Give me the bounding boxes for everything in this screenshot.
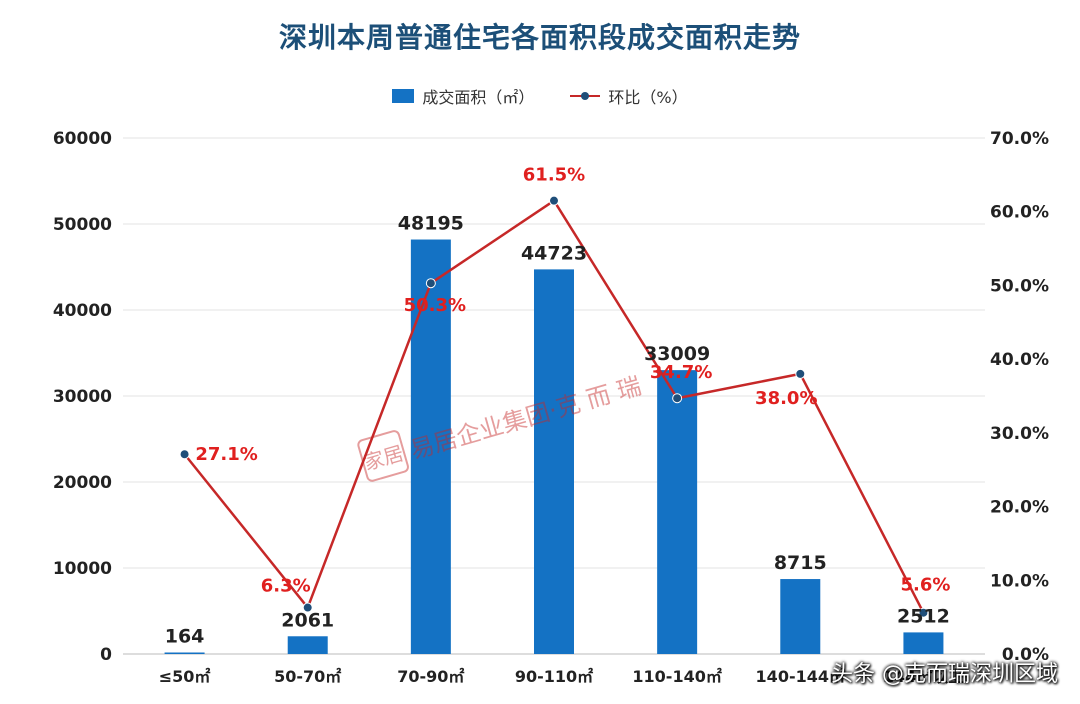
right-tick-label: 30.0% [990, 424, 1049, 444]
left-tick-label: 60000 [53, 129, 112, 149]
category-label: ≤50㎡ [159, 667, 211, 686]
data-labels: 164 2061 48195 44723 33009 8715 2512 27.1% 6.3% 5… [165, 165, 951, 648]
bar-value-label: 2061 [281, 609, 334, 631]
left-tick-label: 0 [100, 645, 112, 665]
left-tick-label: 50000 [53, 215, 112, 235]
chart-title: 深圳本周普通住宅各面积段成交面积走势 [278, 21, 801, 54]
category-label: 90-110㎡ [515, 667, 593, 686]
bar[interactable] [287, 636, 328, 654]
legend-bar-label: 成交面积（㎡） [422, 88, 535, 107]
right-tick-label: 0.0% [1002, 645, 1049, 665]
category-label: 50-70㎡ [274, 667, 341, 686]
bar[interactable] [164, 652, 205, 655]
bar-value-label: 33009 [644, 343, 710, 365]
bar-series [164, 239, 944, 655]
bar[interactable] [534, 269, 574, 654]
bar-value-label: 44723 [521, 242, 587, 264]
percent-label: 5.6% [900, 575, 950, 596]
category-label: 144㎡以上 [883, 667, 964, 686]
percent-label: 6.3% [261, 576, 311, 597]
category-axis: ≤50㎡ 50-70㎡ 70-90㎡ 90-110㎡ 110-140㎡ 140-144㎡ 1… [159, 667, 964, 686]
category-label: 110-140㎡ [632, 667, 721, 686]
right-tick-label: 50.0% [990, 276, 1049, 296]
line-marker[interactable] [425, 278, 436, 289]
percent-label: 61.5% [523, 165, 585, 186]
legend-item-bar[interactable]: 成交面积（㎡） [392, 84, 534, 108]
percent-label: 50.3% [404, 295, 466, 316]
bar-value-label: 164 [165, 626, 205, 648]
percent-label: 34.7% [650, 362, 712, 383]
line-marker[interactable] [549, 195, 559, 206]
line-marker[interactable] [672, 393, 683, 404]
left-axis-ticks: 0 10000 20000 30000 40000 50000 60000 [53, 129, 112, 665]
bar[interactable] [903, 632, 944, 654]
right-tick-label: 60.0% [990, 203, 1049, 223]
left-tick-label: 20000 [53, 473, 112, 493]
legend: 成交面积（㎡） 环比（%） [0, 84, 1080, 108]
legend-line-label: 环比（%） [608, 88, 688, 107]
bar[interactable] [410, 239, 451, 654]
bar[interactable] [780, 579, 821, 654]
left-tick-label: 30000 [53, 387, 112, 407]
bar-value-label: 2512 [897, 605, 950, 627]
right-tick-label: 40.0% [990, 350, 1049, 370]
corner-watermark: 头条 @克而瑞深圳区域 [831, 662, 1058, 687]
line-marker[interactable] [918, 607, 929, 618]
category-label: 70-90㎡ [397, 667, 464, 686]
bar-value-label: 48195 [398, 213, 464, 235]
right-tick-label: 70.0% [990, 129, 1049, 149]
percent-label: 27.1% [195, 444, 257, 465]
line-marker[interactable] [302, 602, 313, 613]
right-tick-label: 10.0% [990, 571, 1049, 591]
category-label: 140-144㎡ [756, 667, 845, 686]
legend-item-line[interactable]: 环比（%） [570, 84, 688, 108]
bar[interactable] [657, 370, 698, 654]
left-tick-label: 40000 [53, 301, 112, 321]
right-tick-label: 20.0% [990, 498, 1049, 518]
percent-label: 38.0% [755, 388, 817, 409]
line-series [179, 195, 929, 618]
right-axis-ticks: 0.0% 10.0% 20.0% 30.0% 40.0% 50.0% 60.0% 70.0% [990, 129, 1049, 665]
bar-value-label: 8715 [774, 552, 827, 574]
left-tick-label: 10000 [53, 559, 112, 579]
line-marker[interactable] [795, 368, 806, 379]
legend-line-swatch [570, 89, 601, 103]
line-marker[interactable] [179, 449, 190, 460]
legend-bar-swatch [392, 89, 415, 103]
